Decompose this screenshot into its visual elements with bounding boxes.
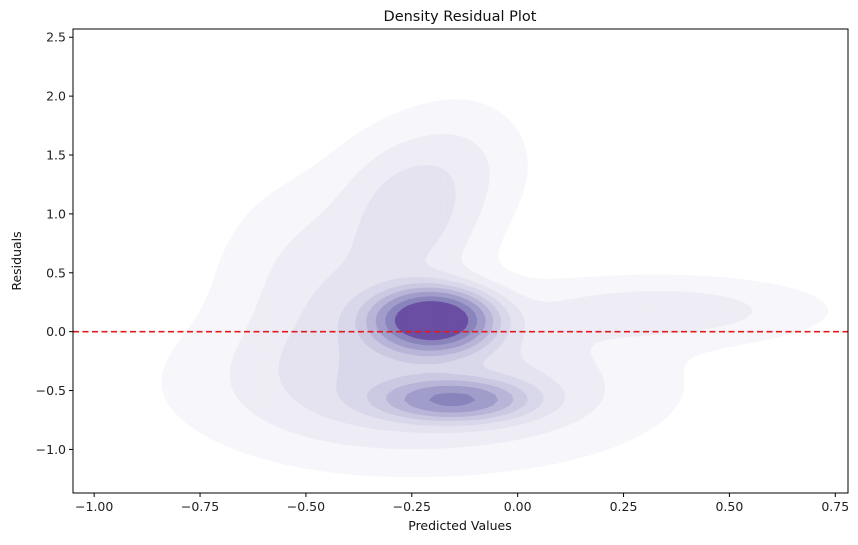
x-tick-label: 0.00: [504, 499, 532, 514]
x-tick-label: 0.75: [821, 499, 849, 514]
y-tick-label: −0.5: [36, 383, 66, 398]
chart-title: Density Residual Plot: [384, 9, 537, 25]
x-tick-label: −1.00: [75, 499, 113, 514]
x-tick-label: 0.50: [715, 499, 743, 514]
plot-frame: [72, 28, 849, 494]
y-tick-label: 1.5: [46, 148, 66, 163]
x-tick-label: −0.25: [393, 499, 431, 514]
y-tick-label: 1.0: [46, 206, 66, 221]
x-tick-label: −0.50: [287, 499, 325, 514]
density-contours: [161, 99, 829, 478]
y-tick-label: 2.0: [46, 89, 66, 104]
x-axis: −1.00 −0.75 −0.50 −0.25 0.00 0.25 0.50 0.75: [75, 493, 849, 514]
y-axis-label: Residuals: [9, 231, 24, 290]
y-tick-label: −1.0: [36, 442, 66, 457]
x-tick-label: 0.25: [610, 499, 638, 514]
y-tick-label: 0.5: [46, 265, 66, 280]
y-tick-label: 2.5: [46, 30, 66, 45]
x-tick-label: −0.75: [181, 499, 219, 514]
y-axis: −1.0 −0.5 0.0 0.5 1.0 1.5 2.0 2.5: [36, 30, 73, 457]
y-tick-label: 0.0: [46, 324, 66, 339]
x-axis-label: Predicted Values: [408, 518, 512, 533]
density-contour-level-9: [394, 301, 469, 341]
